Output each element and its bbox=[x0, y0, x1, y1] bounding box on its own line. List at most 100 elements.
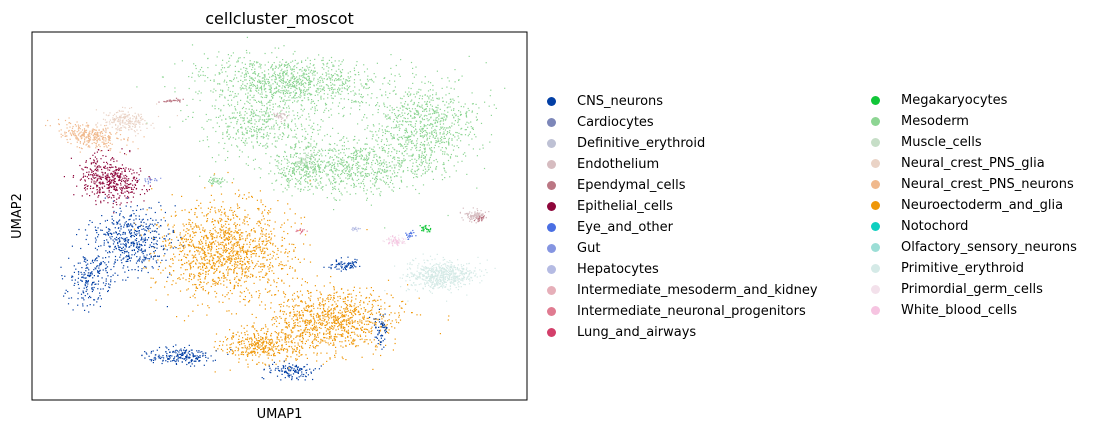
legend-item: Neural_crest_PNS_neurons bbox=[871, 174, 1074, 194]
legend-label: Eye_and_other bbox=[577, 219, 673, 235]
legend-label: Definitive_erythroid bbox=[577, 135, 706, 151]
point-cluster bbox=[63, 148, 151, 214]
legend-label: Ependymal_cells bbox=[577, 177, 686, 193]
legend-item: Ependymal_cells bbox=[547, 175, 686, 195]
legend-marker bbox=[547, 243, 556, 253]
legend-marker bbox=[871, 179, 880, 189]
legend-item: Notochord bbox=[871, 216, 968, 236]
legend-label: Cardiocytes bbox=[577, 114, 654, 130]
legend-label: Primordial_germ_cells bbox=[901, 281, 1043, 297]
point-cluster bbox=[388, 235, 405, 247]
legend-label: Muscle_cells bbox=[901, 134, 982, 150]
legend-marker bbox=[547, 117, 556, 127]
point-cluster bbox=[351, 226, 361, 232]
point-cluster bbox=[323, 55, 506, 229]
legend-label: White_blood_cells bbox=[901, 302, 1017, 318]
point-cluster bbox=[296, 152, 316, 169]
legend-label: Intermediate_neuronal_progenitors bbox=[577, 303, 806, 319]
point-cluster bbox=[136, 36, 430, 120]
legend-item: Intermediate_mesoderm_and_kidney bbox=[547, 280, 818, 300]
point-cluster bbox=[133, 171, 368, 322]
legend-item: White_blood_cells bbox=[871, 300, 1017, 320]
legend-item: Cardiocytes bbox=[547, 112, 654, 132]
legend-label: Megakaryocytes bbox=[901, 92, 1008, 108]
legend-marker bbox=[547, 264, 556, 274]
point-cluster bbox=[199, 174, 235, 188]
legend-item: Gut bbox=[547, 238, 600, 258]
legend-marker bbox=[871, 200, 880, 210]
legend-label: Lung_and_airways bbox=[577, 324, 697, 340]
legend-item: CNS_neurons bbox=[547, 91, 663, 111]
point-cluster bbox=[60, 247, 126, 313]
legend-marker bbox=[547, 327, 556, 337]
legend-label: CNS_neurons bbox=[577, 93, 664, 109]
legend-marker bbox=[871, 242, 880, 252]
point-cluster bbox=[138, 177, 162, 185]
point-cluster bbox=[213, 321, 315, 373]
legend-label: Hepatocytes bbox=[577, 261, 659, 277]
legend-marker bbox=[547, 306, 556, 316]
legend-item: Eye_and_other bbox=[547, 217, 673, 237]
legend-marker bbox=[871, 137, 880, 147]
legend-label: Notochord bbox=[901, 218, 969, 234]
legend-label: Gut bbox=[577, 240, 601, 256]
legend-label: Epithelial_cells bbox=[577, 198, 673, 214]
legend-label: Neuroectoderm_and_glia bbox=[901, 197, 1064, 213]
legend-marker bbox=[871, 305, 880, 315]
legend-marker bbox=[871, 221, 880, 231]
legend-item: Epithelial_cells bbox=[547, 196, 673, 216]
point-cluster bbox=[382, 234, 407, 247]
legend-item: Primitive_erythroid bbox=[871, 258, 1024, 278]
legend-label: Neural_crest_PNS_glia bbox=[901, 155, 1045, 171]
legend-item: Neural_crest_PNS_glia bbox=[871, 153, 1045, 173]
point-cluster bbox=[369, 308, 388, 350]
legend-item: Olfactory_sensory_neurons bbox=[871, 237, 1077, 257]
legend-marker bbox=[547, 222, 556, 232]
legend-item: Hepatocytes bbox=[547, 259, 659, 279]
point-cluster bbox=[141, 344, 232, 367]
point-cluster bbox=[226, 275, 450, 370]
legend-label: Intermediate_mesoderm_and_kidney bbox=[577, 282, 818, 298]
point-cluster bbox=[253, 146, 354, 197]
legend-item: Megakaryocytes bbox=[871, 90, 1007, 110]
point-cluster bbox=[273, 109, 290, 123]
point-cluster bbox=[45, 117, 145, 156]
legend-label: Endothelium bbox=[577, 156, 660, 172]
point-cluster bbox=[95, 103, 178, 137]
legend-marker bbox=[547, 180, 556, 190]
point-cluster bbox=[146, 68, 351, 170]
point-cluster bbox=[260, 123, 430, 211]
legend-label: Olfactory_sensory_neurons bbox=[901, 239, 1077, 255]
legend-marker bbox=[547, 96, 556, 106]
legend-label: Primitive_erythroid bbox=[901, 260, 1024, 276]
point-cluster bbox=[323, 256, 361, 272]
legend-marker bbox=[871, 95, 880, 105]
x-axis-label: UMAP1 bbox=[257, 407, 303, 422]
legend-label: Neural_crest_PNS_neurons bbox=[901, 176, 1074, 192]
point-cluster bbox=[384, 253, 496, 302]
legend-item: Neuroectoderm_and_glia bbox=[871, 195, 1063, 215]
chart-title: cellcluster_moscot bbox=[205, 9, 354, 29]
legend-item: Definitive_erythroid bbox=[547, 133, 705, 153]
y-axis-label: UMAP2 bbox=[10, 193, 25, 239]
point-cluster bbox=[295, 228, 308, 235]
legend-marker bbox=[871, 284, 880, 294]
point-cluster bbox=[473, 215, 485, 222]
legend-item: Endothelium bbox=[547, 154, 659, 174]
legend-item: Intermediate_neuronal_progenitors bbox=[547, 301, 806, 321]
plot-frame bbox=[31, 31, 528, 401]
legend-item: Lung_and_airways bbox=[547, 322, 696, 342]
legend-item: Primordial_germ_cells bbox=[871, 279, 1043, 299]
legend-marker bbox=[871, 158, 880, 168]
legend-marker bbox=[871, 263, 880, 273]
point-cluster bbox=[419, 224, 432, 233]
point-cluster bbox=[405, 229, 417, 240]
legend-marker bbox=[547, 159, 556, 169]
point-cluster bbox=[261, 360, 322, 381]
legend-label: Mesoderm bbox=[901, 113, 969, 129]
legend-marker bbox=[547, 201, 556, 211]
legend-marker bbox=[871, 116, 880, 126]
legend-marker bbox=[547, 138, 556, 148]
point-cluster bbox=[71, 197, 184, 308]
